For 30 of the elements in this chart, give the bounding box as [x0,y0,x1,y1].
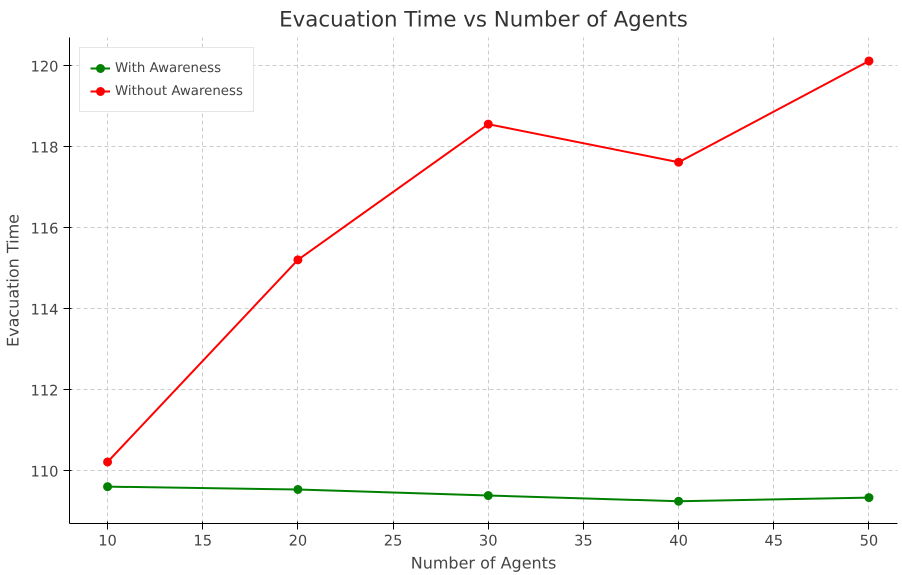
point [293,484,302,494]
x-tick-label: 45 [764,532,784,550]
legend-label: With Awareness [115,60,222,76]
point [293,255,302,264]
y-tick-label: 112 [30,382,59,400]
x-tick-label: 40 [669,532,688,550]
point [674,496,684,506]
y-axis-title: Evacuation Time [4,214,23,348]
y-tick-label: 110 [30,463,59,480]
x-tick-label: 50 [860,532,878,550]
point [864,493,874,502]
point [484,491,493,500]
point [484,120,493,129]
point [103,482,112,492]
x-tick-label: 15 [193,532,212,550]
y-tick-label: 118 [30,139,59,156]
point [674,158,684,167]
chart-title: Evacuation Time vs Number of Agents [279,8,688,32]
point [864,56,874,66]
x-tick-label: 20 [288,532,308,550]
y-tick-label: 116 [30,220,59,238]
x-tick-label: 10 [98,532,117,550]
y-tick-label: 114 [30,301,59,318]
x-tick-label: 30 [478,532,498,550]
x-tick-label: 35 [574,532,593,550]
x-axis-title: Number of Agents [410,554,556,572]
y-tick-label: 120 [30,58,59,76]
legend-label: Without Awareness [115,84,243,98]
x-tick-label: 25 [384,532,402,550]
point [103,457,112,466]
